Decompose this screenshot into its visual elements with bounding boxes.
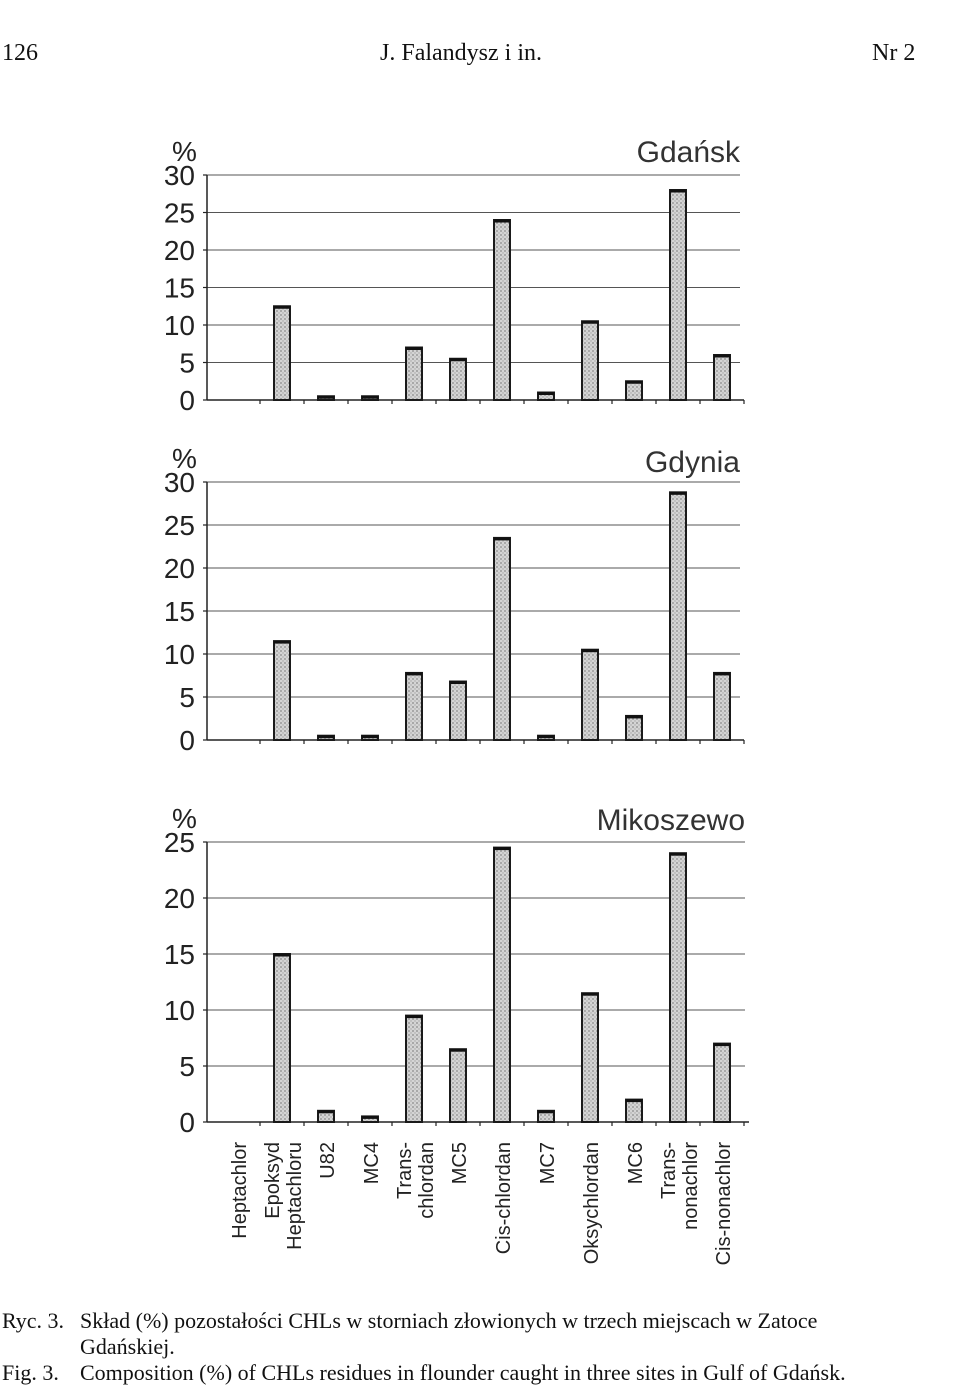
bar: [493, 536, 511, 741]
x-tick-label: Cis-nonachlor: [713, 1142, 735, 1266]
panel-title: Gdańsk: [637, 136, 741, 169]
caption-english: Fig. 3. Composition (%) of CHLs residues …: [2, 1360, 846, 1386]
x-tick-label: Cis-chlordan: [493, 1142, 515, 1254]
running-title: J. Falandysz i in.: [380, 40, 542, 66]
bar: [493, 846, 511, 1123]
bar: [581, 992, 599, 1124]
y-tick-label: 15: [164, 939, 195, 970]
caption-polish-label: Ryc. 3.: [2, 1308, 65, 1333]
figure-3-chart: 0 5 10 15 20 25 30% Gdańsk 0 5 10 15 20 25 30% Gdynia 0 5…: [164, 136, 749, 1266]
y-tick-label: 15: [164, 273, 195, 304]
bar: [625, 714, 643, 741]
x-tick-label: U82: [317, 1142, 339, 1179]
panel-title: Mikoszewo: [597, 804, 745, 837]
x-tick-label: Trans-: [658, 1142, 680, 1199]
bar: [581, 648, 599, 742]
y-tick-label: 20: [164, 883, 195, 914]
x-tick-label: MC7: [537, 1142, 559, 1184]
caption-polish-text: Skład (%) pozostałości CHLs w storniach …: [80, 1308, 818, 1333]
page-number: 126: [2, 40, 38, 66]
caption-polish-continued: Gdańskiej.: [80, 1334, 175, 1359]
y-tick-label: 0: [179, 725, 195, 756]
y-tick-label: 10: [164, 995, 195, 1026]
y-tick-label: 15: [164, 596, 195, 627]
x-tick-label: chlordan: [416, 1142, 438, 1219]
x-tick-label: Heptachloru: [284, 1142, 306, 1250]
caption-english-text: Composition (%) of CHLs residues in flou…: [80, 1360, 846, 1385]
y-tick-label: 5: [179, 1051, 195, 1082]
x-tick-label: MC5: [449, 1142, 471, 1184]
y-tick-label: 5: [179, 682, 195, 713]
y-axis-unit-label: %: [172, 803, 197, 834]
bar: [405, 346, 423, 401]
bar: [669, 852, 687, 1123]
y-tick-label: 25: [164, 827, 195, 858]
y-tick-label: 10: [164, 639, 195, 670]
bar: [713, 1042, 731, 1123]
bar: [273, 640, 291, 741]
issue-number: Nr 2: [872, 40, 916, 66]
y-tick-label: 20: [164, 235, 195, 266]
y-tick-label: 5: [179, 348, 195, 379]
y-axis-unit-label: %: [172, 443, 197, 474]
x-tick-label: Trans-: [394, 1142, 416, 1199]
bar: [581, 320, 599, 401]
x-tick-label: Epoksyd: [262, 1142, 284, 1219]
x-tick-label: nonachlor: [680, 1142, 702, 1230]
bar: [625, 1098, 643, 1123]
bar: [625, 380, 643, 401]
bar: [273, 305, 291, 401]
x-tick-label: Heptachlor: [229, 1142, 251, 1239]
panel-title: Gdynia: [645, 446, 740, 479]
y-tick-label: 30: [164, 160, 195, 191]
x-tick-label: MC6: [625, 1142, 647, 1184]
bar: [669, 491, 687, 741]
bar: [669, 189, 687, 401]
bar: [405, 671, 423, 741]
bar: [449, 1048, 467, 1124]
y-tick-label: 0: [179, 1107, 195, 1138]
bar: [713, 671, 731, 741]
bar: [493, 219, 511, 401]
y-tick-label: 0: [179, 385, 195, 416]
caption-english-label: Fig. 3.: [2, 1360, 59, 1385]
y-tick-label: 10: [164, 310, 195, 341]
caption-polish: Ryc. 3. Skład (%) pozostałości CHLs w sto…: [2, 1308, 817, 1334]
y-tick-label: 20: [164, 553, 195, 584]
y-tick-label: 30: [164, 467, 195, 498]
x-tick-label: MC4: [361, 1142, 383, 1184]
bar: [273, 953, 291, 1123]
y-axis-unit-label: %: [172, 136, 197, 167]
y-tick-label: 25: [164, 510, 195, 541]
bar: [713, 354, 731, 401]
bar: [449, 357, 467, 401]
bar: [405, 1014, 423, 1123]
bar: [449, 680, 467, 742]
x-tick-label: Oksychlordan: [581, 1142, 603, 1264]
y-tick-label: 25: [164, 198, 195, 229]
